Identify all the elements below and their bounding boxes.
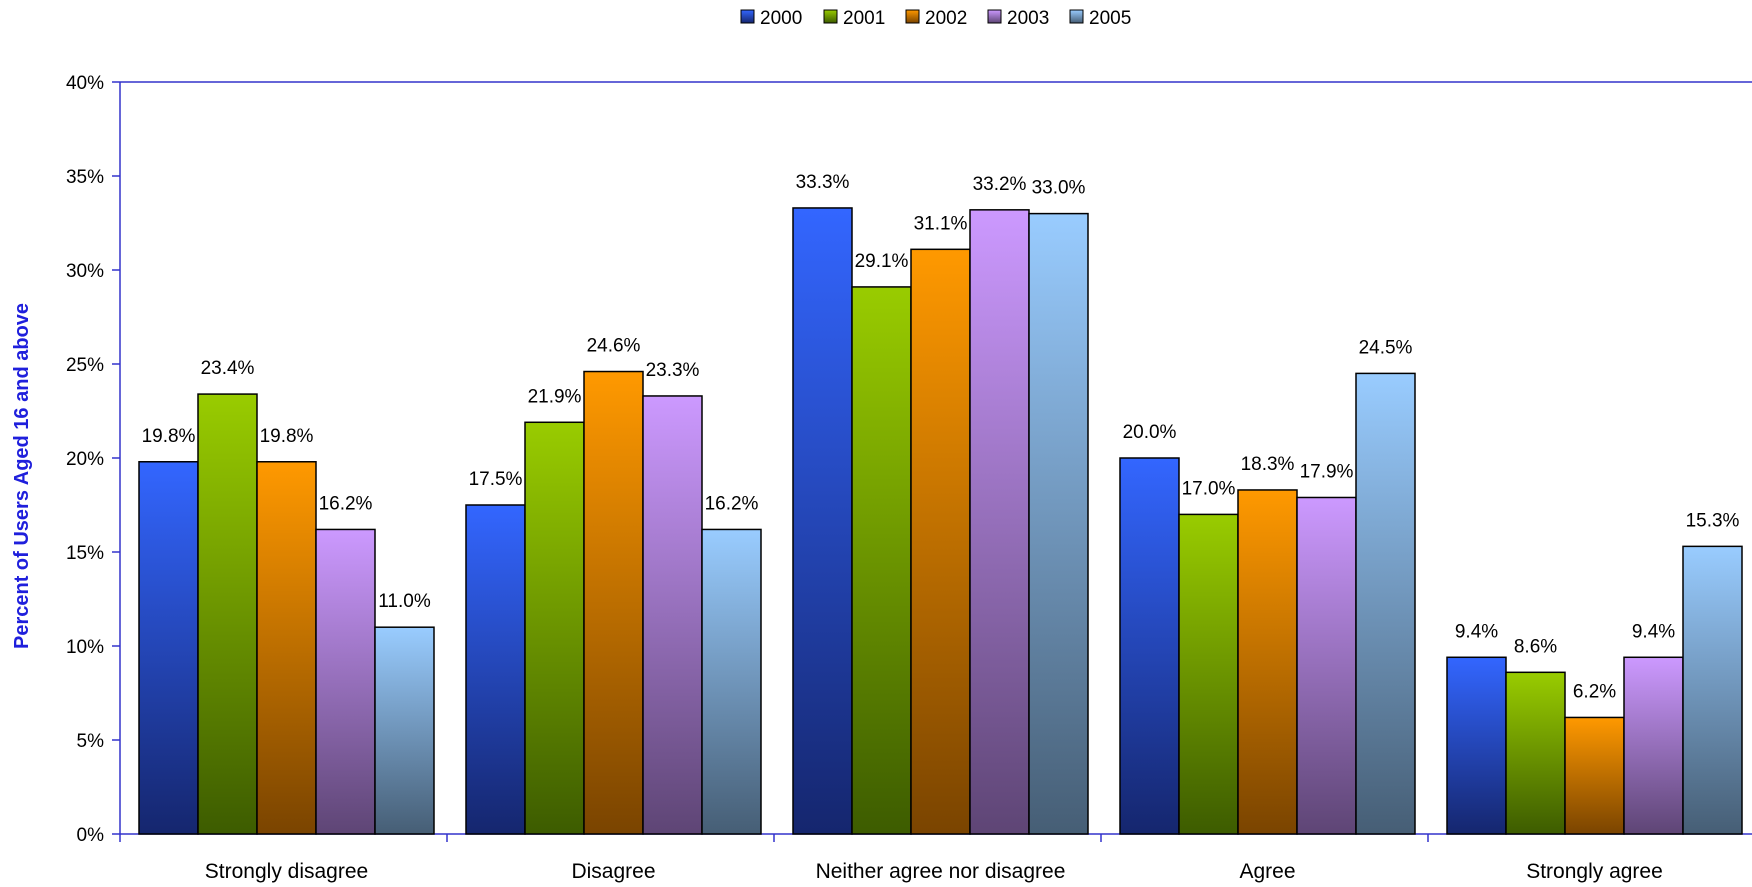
legend-swatch [905, 9, 920, 24]
legend-swatch [823, 9, 838, 24]
data-label: 17.9% [1300, 461, 1354, 482]
data-label: 33.3% [796, 172, 850, 193]
legend-swatch [1069, 9, 1084, 24]
data-label: 17.5% [469, 469, 523, 490]
legend-label: 2003 [1007, 8, 1049, 29]
y-tick-label: 25% [66, 355, 104, 376]
legend-item-2000: 2000 [740, 8, 802, 29]
y-axis-title: Percent of Users Aged 16 and above [11, 303, 33, 649]
y-tick-label: 20% [66, 449, 104, 470]
data-label: 29.1% [855, 251, 909, 272]
legend-swatch [740, 9, 755, 24]
legend-label: 2000 [760, 8, 802, 29]
data-label: 33.2% [973, 174, 1027, 195]
bar-2000-0 [138, 461, 199, 835]
data-label: 11.0% [378, 591, 431, 612]
legend-label: 2001 [843, 8, 885, 29]
bar-2005-1 [701, 528, 762, 835]
x-category-label: Strongly agree [1526, 860, 1663, 883]
data-label: 19.8% [142, 426, 196, 447]
data-label: 23.3% [646, 360, 700, 381]
data-label: 9.4% [1455, 621, 1498, 642]
data-label: 16.2% [705, 493, 759, 514]
bar-2002-1 [583, 370, 644, 835]
data-label: 21.9% [528, 386, 582, 407]
data-label: 33.0% [1032, 178, 1086, 199]
data-label: 31.1% [914, 213, 968, 234]
bar-2001-3 [1178, 513, 1239, 835]
x-category-label: Agree [1239, 860, 1295, 883]
y-tick-label: 15% [66, 543, 104, 564]
bar-2000-4 [1446, 656, 1507, 835]
bar-2005-4 [1682, 545, 1743, 835]
bar-2003-1 [642, 395, 703, 835]
x-axis: Strongly disagree Disagree Neither agree n… [119, 833, 1752, 883]
x-category-label: Disagree [571, 860, 655, 883]
bar-2003-3 [1296, 496, 1357, 835]
data-labels: 19.8% 23.4% 19.8% 16.2% 11.0% 17.5% 21.9% 24.6%… [142, 172, 1740, 702]
legend: 2000 2001 2002 2003 2005 [740, 8, 1131, 29]
y-tick-label: 35% [66, 167, 104, 188]
legend-item-2002: 2002 [905, 8, 967, 29]
data-label: 15.3% [1686, 510, 1740, 531]
bar-2003-0 [315, 528, 376, 835]
y-tick-label: 10% [66, 637, 104, 658]
legend-label: 2002 [925, 8, 967, 29]
bar-2000-3 [1119, 457, 1180, 835]
bar-2002-4 [1564, 716, 1625, 835]
data-label: 20.0% [1123, 422, 1177, 443]
legend-label: 2005 [1089, 8, 1131, 29]
y-tick-label: 0% [77, 825, 105, 846]
bar-2005-3 [1355, 372, 1416, 835]
bar-2001-1 [524, 421, 585, 835]
legend-swatch [987, 9, 1002, 24]
legend-item-2001: 2001 [823, 8, 885, 29]
data-label: 8.6% [1514, 636, 1557, 657]
data-label: 17.0% [1182, 478, 1236, 499]
bar-2002-3 [1237, 489, 1298, 835]
bar-2003-4 [1623, 656, 1684, 835]
bar-2001-0 [197, 393, 258, 835]
y-tick-label: 40% [66, 73, 104, 94]
data-label: 9.4% [1632, 621, 1675, 642]
bar-2003-2 [969, 209, 1030, 835]
data-label: 24.5% [1359, 337, 1413, 358]
bar-2002-0 [256, 461, 317, 835]
bars [138, 207, 1743, 835]
data-label: 24.6% [587, 336, 641, 357]
bar-2005-0 [374, 626, 435, 835]
x-category-label: Strongly disagree [205, 860, 368, 883]
y-tick-label: 30% [66, 261, 104, 282]
y-axis: 0% 5% 10% 15% 20% 25% 30% 35% 40% [66, 73, 1752, 846]
y-tick-label: 5% [77, 731, 105, 752]
bar-2001-4 [1505, 671, 1566, 835]
bar-2005-2 [1028, 212, 1089, 835]
data-label: 18.3% [1241, 454, 1295, 475]
bar-2001-2 [851, 286, 912, 835]
data-label: 23.4% [201, 358, 255, 379]
legend-item-2003: 2003 [987, 8, 1049, 29]
data-label: 6.2% [1573, 681, 1616, 702]
legend-item-2005: 2005 [1069, 8, 1131, 29]
bar-2002-2 [910, 248, 971, 835]
bar-2000-2 [792, 207, 853, 835]
data-label: 16.2% [319, 493, 373, 514]
x-category-label: Neither agree nor disagree [816, 860, 1066, 883]
data-label: 19.8% [260, 426, 314, 447]
bar-2000-1 [465, 504, 526, 835]
